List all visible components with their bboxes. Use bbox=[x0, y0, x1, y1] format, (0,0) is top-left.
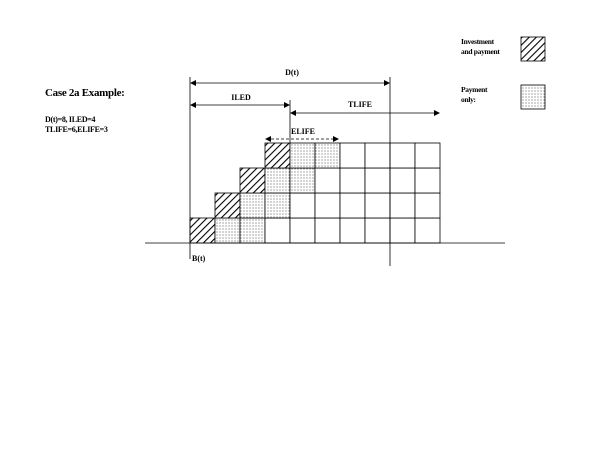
grid-cell-empty bbox=[414, 192, 441, 219]
case-title: Case 2a Example: bbox=[45, 87, 125, 99]
grid-cell-empty bbox=[364, 217, 391, 244]
parameters-line-2: TLIFE=6,ELIFE=3 bbox=[45, 125, 108, 134]
grid-cell-empty bbox=[314, 192, 341, 219]
grid-cell-empty bbox=[364, 142, 391, 169]
grid-cell-empty bbox=[264, 217, 291, 244]
legend-payment-line-2: only: bbox=[461, 95, 476, 104]
grid-cell-empty bbox=[339, 217, 366, 244]
legend-investment-line-2: and payment bbox=[461, 47, 500, 56]
grid-cell-empty bbox=[414, 142, 441, 169]
grid-cell-hatched bbox=[264, 142, 291, 169]
grid-cell-empty bbox=[389, 167, 416, 194]
elife-label: ELIFE bbox=[291, 127, 315, 136]
grid-cell-dotted bbox=[289, 167, 316, 194]
bt-label: B(t) bbox=[192, 254, 206, 263]
grid-cell-empty bbox=[314, 167, 341, 194]
grid-cell-empty bbox=[314, 217, 341, 244]
grid-cell-dotted bbox=[239, 217, 266, 244]
legend-investment: Investment and payment bbox=[461, 37, 500, 57]
grid-cell-dotted bbox=[264, 192, 291, 219]
legend-hatched-swatch bbox=[520, 36, 546, 62]
grid-cell-dotted bbox=[264, 167, 291, 194]
legend-investment-line-1: Investment bbox=[461, 37, 494, 46]
grid-cell-empty bbox=[389, 192, 416, 219]
legend-payment-line-1: Payment bbox=[461, 85, 488, 94]
iled-label: ILED bbox=[231, 93, 251, 102]
grid-cell-empty bbox=[339, 192, 366, 219]
legend-dotted-swatch bbox=[520, 84, 546, 110]
grid-cell-dotted bbox=[214, 217, 241, 244]
grid-cell-hatched bbox=[214, 192, 241, 219]
tlife-label: TLIFE bbox=[348, 100, 372, 109]
grid-cell-hatched bbox=[239, 167, 266, 194]
grid-cell-hatched bbox=[189, 217, 216, 244]
grid-cell-empty bbox=[364, 192, 391, 219]
grid-cell-empty bbox=[364, 167, 391, 194]
grid-cell-dotted bbox=[314, 142, 341, 169]
dt-label: D(t) bbox=[285, 68, 299, 77]
grid-cell-empty bbox=[389, 142, 416, 169]
grid-cell-empty bbox=[339, 167, 366, 194]
parameters: D(t)=8, ILED=4 TLIFE=6,ELIFE=3 bbox=[45, 115, 108, 135]
grid-cell-empty bbox=[414, 167, 441, 194]
cell-grid bbox=[189, 142, 441, 244]
legend-payment: Payment only: bbox=[461, 85, 488, 105]
grid-cell-empty bbox=[289, 192, 316, 219]
grid-cell-empty bbox=[339, 142, 366, 169]
grid-cell-empty bbox=[289, 217, 316, 244]
grid-cell-empty bbox=[389, 217, 416, 244]
grid-cell-dotted bbox=[289, 142, 316, 169]
grid-cell-empty bbox=[414, 217, 441, 244]
parameters-line-1: D(t)=8, ILED=4 bbox=[45, 115, 96, 124]
grid-cell-dotted bbox=[239, 192, 266, 219]
